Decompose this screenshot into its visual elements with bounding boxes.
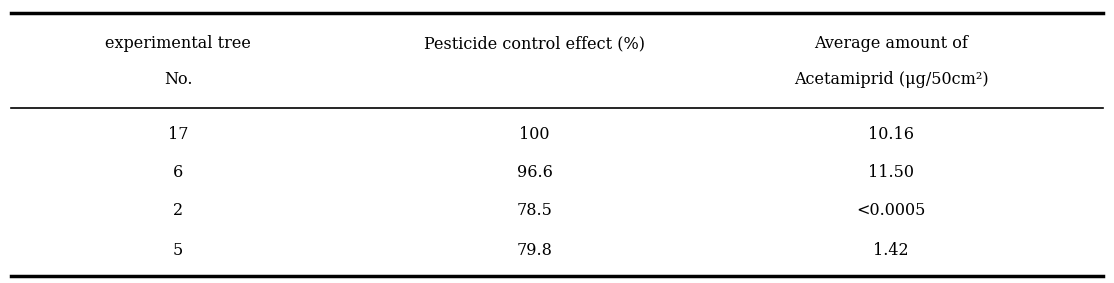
Text: Acetamiprid (μg/50cm²): Acetamiprid (μg/50cm²) (794, 71, 988, 88)
Text: 1.42: 1.42 (873, 242, 909, 259)
Text: 2: 2 (173, 202, 184, 219)
Text: 10.16: 10.16 (868, 126, 915, 143)
Text: Average amount of: Average amount of (814, 35, 968, 52)
Text: experimental tree: experimental tree (106, 35, 251, 52)
Text: 96.6: 96.6 (517, 164, 553, 181)
Text: 17: 17 (168, 126, 188, 143)
Text: No.: No. (164, 71, 193, 88)
Text: 5: 5 (173, 242, 184, 259)
Text: 100: 100 (519, 126, 550, 143)
Text: 78.5: 78.5 (517, 202, 553, 219)
Text: <0.0005: <0.0005 (857, 202, 926, 219)
Text: Pesticide control effect (%): Pesticide control effect (%) (424, 35, 645, 52)
Text: 79.8: 79.8 (517, 242, 553, 259)
Text: 11.50: 11.50 (868, 164, 915, 181)
Text: 6: 6 (173, 164, 184, 181)
